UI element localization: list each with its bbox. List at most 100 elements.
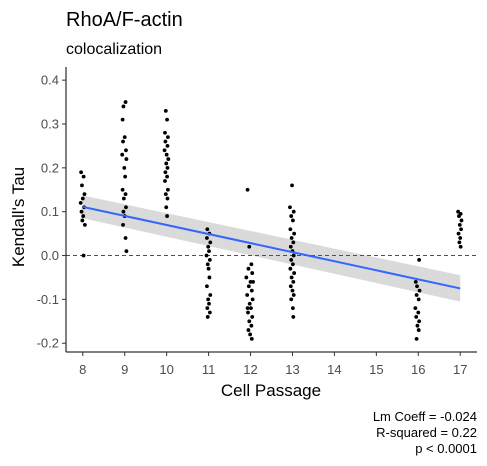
data-point-23 <box>123 192 128 197</box>
x-tick-label-14: 14 <box>327 362 341 377</box>
data-point-58 <box>205 262 210 267</box>
data-point-85 <box>246 328 251 332</box>
data-point-87 <box>249 336 254 341</box>
data-point-105 <box>292 271 297 275</box>
data-point-81 <box>246 310 250 315</box>
data-point-79 <box>247 301 252 306</box>
data-point-126 <box>414 336 419 341</box>
data-point-25 <box>124 205 128 210</box>
data-point-63 <box>206 297 211 302</box>
data-point-28 <box>121 222 125 227</box>
data-point-136 <box>458 244 463 249</box>
data-point-48 <box>164 205 169 210</box>
y-tick-label--0.2: -0.2 <box>37 336 59 351</box>
x-tick-label-9: 9 <box>121 362 128 377</box>
data-point-34 <box>166 135 170 140</box>
data-point-20 <box>122 165 127 170</box>
data-point-47 <box>165 196 170 201</box>
x-axis-label: Cell Passage <box>221 381 321 400</box>
data-point-77 <box>245 293 250 297</box>
x-tick-label-13: 13 <box>285 362 299 377</box>
data-point-15 <box>122 135 127 140</box>
data-point-3 <box>82 192 87 197</box>
lm-coeff-annotation: Lm Coeff = -0.024 <box>373 409 477 424</box>
data-point-13 <box>121 104 126 109</box>
data-point-2 <box>80 183 84 188</box>
data-point-42 <box>163 170 168 175</box>
y-tick-label--0.1: -0.1 <box>37 292 59 307</box>
data-point-35 <box>163 139 168 144</box>
data-point-44 <box>163 179 167 183</box>
data-point-129 <box>457 214 461 218</box>
chart-subtitle: colocalization <box>66 41 162 58</box>
data-point-26 <box>121 209 126 214</box>
data-point-50 <box>205 227 210 232</box>
data-point-4 <box>80 196 85 201</box>
data-point-19 <box>124 157 129 161</box>
y-axis-ticks: -0.2 -0.1 0.0 0.1 0.2 0.3 0.4 <box>37 73 66 351</box>
data-points <box>78 100 464 341</box>
data-point-84 <box>249 323 254 328</box>
data-point-57 <box>207 258 212 262</box>
data-point-29 <box>123 236 128 240</box>
y-tick-label-0.1: 0.1 <box>41 204 59 219</box>
p-value-annotation: p < 0.0001 <box>415 441 477 456</box>
data-point-107 <box>291 279 296 284</box>
data-point-95 <box>288 227 293 232</box>
x-tick-label-11: 11 <box>202 362 216 377</box>
data-point-39 <box>166 157 171 161</box>
data-point-22 <box>120 187 125 192</box>
x-tick-label-15: 15 <box>369 362 383 377</box>
data-point-99 <box>288 244 293 249</box>
data-point-113 <box>291 315 296 319</box>
data-point-110 <box>291 293 296 297</box>
data-point-124 <box>415 323 420 328</box>
data-point-86 <box>248 332 253 337</box>
data-point-40 <box>164 161 169 166</box>
data-point-82 <box>250 315 255 319</box>
data-point-80 <box>249 306 253 311</box>
data-point-60 <box>207 275 212 280</box>
data-point-135 <box>457 240 462 245</box>
data-point-67 <box>205 315 210 319</box>
data-point-37 <box>162 148 167 153</box>
data-point-45 <box>166 187 170 192</box>
data-point-83 <box>247 319 252 324</box>
data-point-121 <box>416 310 421 315</box>
data-point-103 <box>290 262 295 267</box>
data-point-17 <box>124 148 128 153</box>
data-point-134 <box>458 236 463 240</box>
data-point-115 <box>417 258 422 262</box>
x-tick-label-12: 12 <box>243 362 257 377</box>
data-point-31 <box>163 108 168 113</box>
data-point-53 <box>208 240 213 245</box>
data-point-41 <box>165 165 170 170</box>
data-point-114 <box>413 279 418 284</box>
data-point-125 <box>416 328 421 332</box>
data-point-89 <box>251 279 255 284</box>
data-point-71 <box>246 266 251 271</box>
data-point-9 <box>80 218 85 223</box>
data-point-7 <box>79 209 84 214</box>
data-point-38 <box>164 152 169 157</box>
data-point-0 <box>79 170 83 175</box>
data-point-123 <box>417 319 422 324</box>
data-point-132 <box>459 227 463 232</box>
data-point-73 <box>244 275 249 280</box>
data-point-64 <box>207 301 211 306</box>
data-point-91 <box>288 205 292 210</box>
data-point-11 <box>81 253 86 258</box>
y-tick-label-0.0: 0.0 <box>41 248 59 263</box>
data-point-62 <box>208 293 213 297</box>
x-axis-ticks: 8 9 10 11 12 13 14 15 16 17 <box>79 352 467 377</box>
data-point-102 <box>289 258 294 262</box>
data-point-8 <box>81 214 86 218</box>
data-point-46 <box>163 192 168 197</box>
data-point-69 <box>247 244 252 249</box>
data-point-52 <box>205 236 209 240</box>
regression-fit-line <box>82 205 461 290</box>
data-point-68 <box>245 187 250 192</box>
data-point-93 <box>289 214 294 218</box>
data-point-43 <box>165 174 169 179</box>
